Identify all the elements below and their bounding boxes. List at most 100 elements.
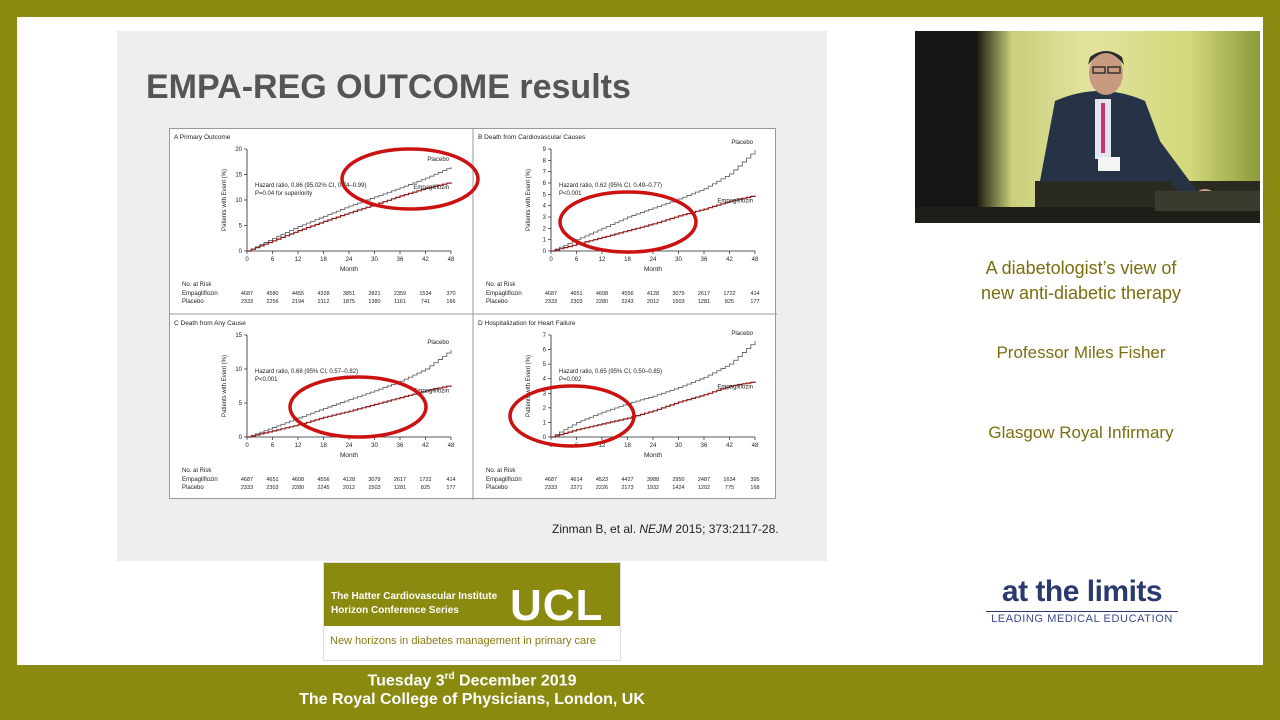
ucl-banner: The Hatter Cardiovascular Institute Hori… — [323, 562, 621, 661]
panel-1-risk-value: 2821 — [368, 291, 380, 297]
panel-4-risk-value: 2333 — [545, 485, 557, 491]
panel-4-x-tick-label: 42 — [726, 443, 733, 449]
panel-1-risk-value: 2194 — [292, 299, 304, 305]
panel-2-risk-value: 2243 — [621, 299, 633, 305]
panel-1-risk-value: 1875 — [343, 299, 355, 305]
panel-2-x-tick-label: 12 — [599, 257, 606, 263]
panel-4-risk-value: 1424 — [672, 485, 684, 491]
panel-2-y-tick-label: 6 — [543, 181, 547, 187]
panel-4-risk-value: 395 — [750, 477, 759, 483]
panel-2-x-axis-label: Month — [644, 266, 662, 273]
panel-4-risk-value: 168 — [750, 485, 759, 491]
panel-3-legend-empagliflozin: Empagliflozin — [413, 388, 449, 394]
panel-4-y-tick-label: 6 — [543, 348, 547, 354]
panel-4-y-tick-label: 2 — [543, 406, 547, 412]
event-date-suffix: rd — [444, 671, 455, 682]
panel-1-y-tick-label: 0 — [239, 249, 243, 255]
panel-1-risk-value: 1534 — [419, 291, 431, 297]
panel-4-legend-placebo: Placebo — [731, 331, 753, 337]
panel-2-hazard-ratio-text: P<0.001 — [559, 191, 582, 197]
panel-4-x-axis-label: Month — [644, 452, 662, 459]
panel-3-y-tick-label: 5 — [239, 401, 243, 407]
panel-4-risk-value: 2271 — [570, 485, 582, 491]
panel-2-risk-value: 4608 — [596, 291, 608, 297]
panel-3-risk-value: 2303 — [266, 485, 278, 491]
panel-3-risk-value: 3079 — [368, 477, 380, 483]
panel-1-series-empagliflozin — [247, 182, 452, 252]
panel-2-x-tick-label: 24 — [650, 257, 657, 263]
panel-1-risk-value: 1161 — [394, 299, 406, 305]
panel-3-y-tick-label: 10 — [235, 367, 242, 373]
panel-1-x-tick-label: 48 — [448, 257, 455, 263]
panel-4-y-tick-label: 3 — [543, 391, 547, 397]
panel-3-risk-value: 1281 — [394, 485, 406, 491]
panel-3-hazard-ratio-text: P<0.001 — [255, 377, 278, 383]
panel-3-risk-value: 2333 — [241, 485, 253, 491]
event-date: Tuesday 3rd December 2019 — [0, 671, 944, 690]
panel-2-y-tick-label: 5 — [543, 192, 547, 198]
panel-3-risk-label: Empagliflozin — [182, 477, 218, 483]
panel-2-risk-value: 4556 — [621, 291, 633, 297]
panel-3-y-tick-label: 15 — [235, 333, 242, 339]
panel-3-x-tick-label: 0 — [245, 443, 249, 449]
panel-3-legend-placebo: Placebo — [427, 340, 449, 346]
panel-1-x-tick-label: 18 — [320, 257, 327, 263]
ucl-tagline: New horizons in diabetes management in p… — [330, 635, 596, 647]
panel-1-risk-value: 3851 — [343, 291, 355, 297]
panel-2-risk-value: 4651 — [570, 291, 582, 297]
panel-2-x-tick-label: 0 — [549, 257, 553, 263]
talk-title: A diabetologist’s view of new anti-diabe… — [940, 256, 1222, 306]
speaker-affiliation: Glasgow Royal Infirmary — [988, 423, 1174, 442]
panel-3-x-tick-label: 30 — [371, 443, 378, 449]
panel-3-risk-value: 414 — [446, 477, 455, 483]
panel-2-y-tick-label: 8 — [543, 158, 547, 164]
panel-1-x-tick-label: 0 — [245, 257, 249, 263]
panel-1-risk-label: Empagliflozin — [182, 291, 218, 297]
panel-2-x-tick-label: 18 — [624, 257, 631, 263]
panel-4-y-tick-label: 5 — [543, 362, 547, 368]
panel-3-risk-value: 1722 — [419, 477, 431, 483]
panel-4-risk-header: No. at Risk — [486, 468, 516, 474]
panel-2-series-placebo — [551, 150, 756, 252]
panel-4-risk-value: 2487 — [698, 477, 710, 483]
panel-2-risk-value: 2012 — [647, 299, 659, 305]
panel-1-legend-placebo: Placebo — [427, 157, 449, 163]
panel-2-x-tick-label: 42 — [726, 257, 733, 263]
panel-3-y-tick-label: 0 — [239, 435, 243, 441]
panel-4-hazard-ratio-text: P=0.002 — [559, 377, 582, 383]
panel-2-title: B Death from Cardiovascular Causes — [478, 134, 586, 141]
panel-3-y-axis-label: Patients with Event (%) — [222, 355, 228, 417]
panel-4-x-tick-label: 24 — [650, 443, 657, 449]
panel-2-risk-value: 1503 — [672, 299, 684, 305]
event-venue: The Royal College of Physicians, London,… — [299, 691, 645, 708]
at-the-limits-subtitle: LEADING MEDICAL EDUCATION — [991, 613, 1173, 625]
at-the-limits-logo: at the limits — [1001, 575, 1163, 608]
panel-3-risk-value: 4556 — [317, 477, 329, 483]
panel-1-risk-value: 741 — [421, 299, 430, 305]
panel-1-risk-value: 166 — [446, 299, 455, 305]
panel-1-risk-value: 4455 — [292, 291, 304, 297]
panel-4-y-tick-label: 4 — [543, 377, 547, 383]
panel-2-risk-value: 2617 — [698, 291, 710, 297]
panel-3-risk-header: No. at Risk — [182, 468, 212, 474]
panel-1-x-tick-label: 30 — [371, 257, 378, 263]
panel-2-risk-value: 414 — [750, 291, 759, 297]
panel-3-x-tick-label: 24 — [346, 443, 353, 449]
panel-2-y-axis-label: Patients with Event (%) — [526, 169, 532, 231]
panel-2-risk-value: 1281 — [698, 299, 710, 305]
talk-title-line1: A diabetologist’s view of — [985, 258, 1177, 278]
panel-2-x-tick-label: 30 — [675, 257, 682, 263]
panel-3-risk-value: 2245 — [317, 485, 329, 491]
panel-2-x-tick-label: 48 — [752, 257, 759, 263]
panel-2-risk-value: 2303 — [570, 299, 582, 305]
panel-4-highlight-circle — [508, 384, 636, 448]
panel-1-risk-value: 2359 — [394, 291, 406, 297]
panel-1-x-tick-label: 36 — [397, 257, 404, 263]
panel-4-risk-label: Placebo — [486, 485, 508, 491]
panel-1-y-axis-label: Patients with Event (%) — [222, 169, 228, 231]
panel-4-risk-value: 2226 — [596, 485, 608, 491]
panel-1-risk-value: 4580 — [266, 291, 278, 297]
citation-journal: NEJM — [639, 522, 673, 536]
talk-title-line2: new anti-diabetic therapy — [980, 283, 1182, 303]
